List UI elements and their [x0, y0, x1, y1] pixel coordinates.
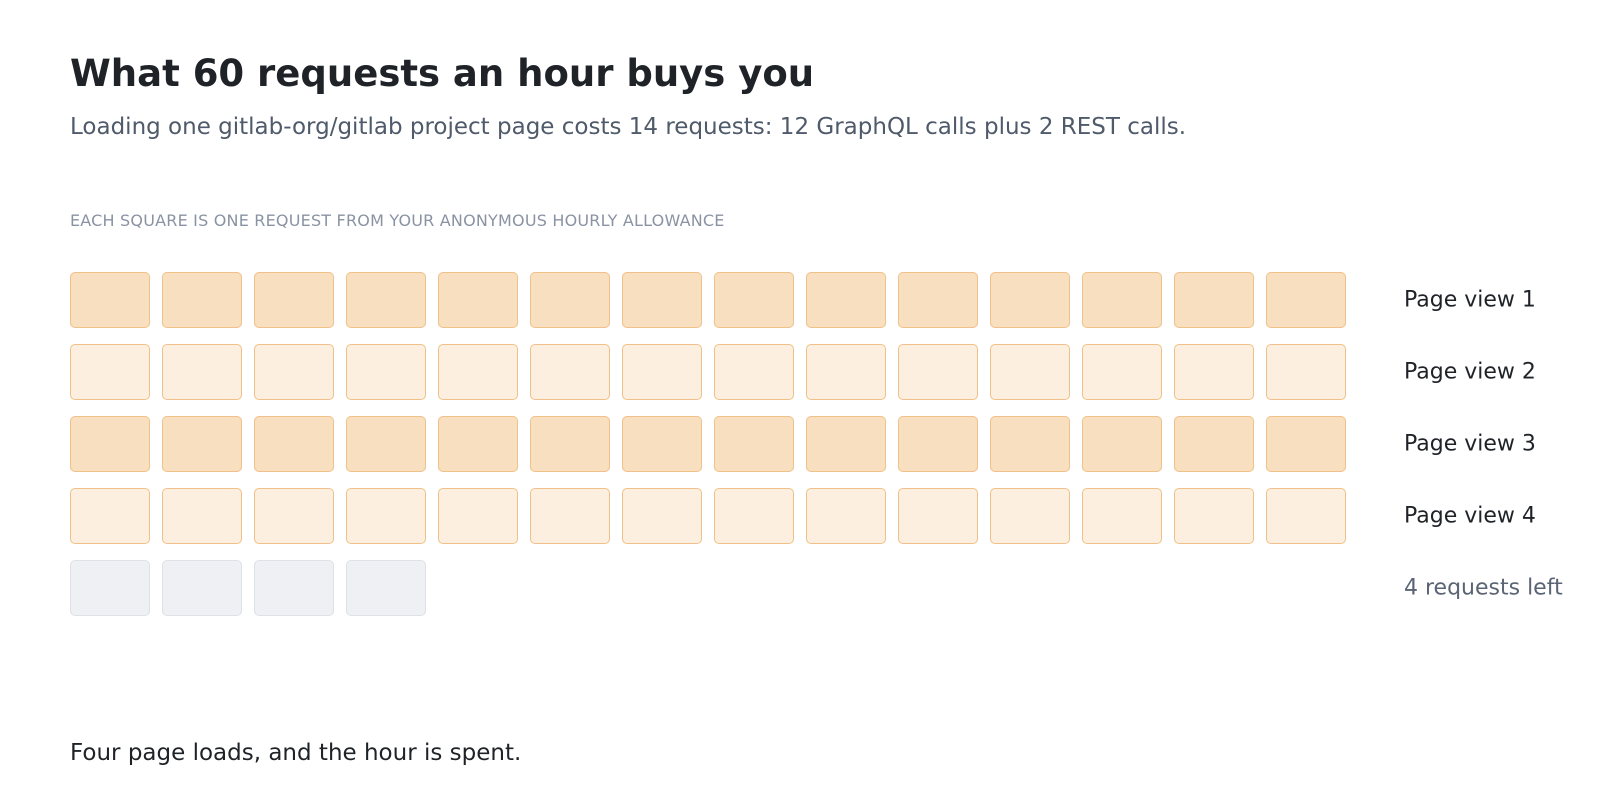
used-request-square — [898, 344, 978, 400]
remaining-request-square — [254, 560, 334, 616]
used-request-square — [622, 416, 702, 472]
used-request-square — [1174, 344, 1254, 400]
row-cells — [70, 488, 1374, 544]
used-request-square — [254, 488, 334, 544]
used-request-square — [254, 416, 334, 472]
used-request-square — [990, 488, 1070, 544]
page-subtitle: Loading one gitlab-org/gitlab project pa… — [70, 114, 1187, 140]
used-request-square — [898, 488, 978, 544]
used-request-square — [1266, 488, 1346, 544]
row-page-view-3: Page view 3 — [70, 416, 1536, 472]
used-request-square — [990, 272, 1070, 328]
used-request-square — [70, 272, 150, 328]
used-request-square — [714, 416, 794, 472]
row-page-view-1: Page view 1 — [70, 272, 1536, 328]
row-label: Page view 1 — [1404, 287, 1536, 313]
row-page-view-4: Page view 4 — [70, 488, 1536, 544]
row-cells — [70, 560, 1374, 616]
used-request-square — [162, 488, 242, 544]
used-request-square — [438, 344, 518, 400]
used-request-square — [346, 488, 426, 544]
used-request-square — [530, 488, 610, 544]
row-cells — [70, 344, 1374, 400]
summary-text: Four page loads, and the hour is spent. — [70, 740, 522, 766]
used-request-square — [70, 488, 150, 544]
remaining-request-square — [70, 560, 150, 616]
grid-caption: EACH SQUARE IS ONE REQUEST FROM YOUR ANO… — [70, 211, 725, 230]
used-request-square — [1174, 488, 1254, 544]
used-request-square — [1082, 344, 1162, 400]
row-remaining: 4 requests left — [70, 560, 1563, 616]
used-request-square — [622, 488, 702, 544]
used-request-square — [254, 344, 334, 400]
used-request-square — [714, 488, 794, 544]
used-request-square — [1082, 488, 1162, 544]
used-request-square — [714, 272, 794, 328]
used-request-square — [806, 488, 886, 544]
row-cells — [70, 416, 1374, 472]
used-request-square — [990, 344, 1070, 400]
used-request-square — [438, 488, 518, 544]
used-request-square — [346, 416, 426, 472]
used-request-square — [622, 272, 702, 328]
used-request-square — [1266, 272, 1346, 328]
used-request-square — [530, 344, 610, 400]
used-request-square — [1266, 416, 1346, 472]
used-request-square — [990, 416, 1070, 472]
row-label: Page view 3 — [1404, 431, 1536, 457]
used-request-square — [530, 272, 610, 328]
row-label: Page view 2 — [1404, 359, 1536, 385]
used-request-square — [70, 416, 150, 472]
used-request-square — [438, 416, 518, 472]
row-cells — [70, 272, 1374, 328]
row-page-view-2: Page view 2 — [70, 344, 1536, 400]
used-request-square — [714, 344, 794, 400]
request-grid: Page view 1 Page view 2 Page view 3 Page… — [70, 272, 1563, 632]
used-request-square — [622, 344, 702, 400]
used-request-square — [1174, 272, 1254, 328]
used-request-square — [806, 416, 886, 472]
remaining-request-square — [162, 560, 242, 616]
remaining-label: 4 requests left — [1404, 575, 1563, 601]
used-request-square — [898, 272, 978, 328]
used-request-square — [898, 416, 978, 472]
used-request-square — [70, 344, 150, 400]
used-request-square — [254, 272, 334, 328]
used-request-square — [1082, 416, 1162, 472]
remaining-request-square — [346, 560, 426, 616]
used-request-square — [806, 272, 886, 328]
page-title: What 60 requests an hour buys you — [70, 52, 815, 95]
row-label: Page view 4 — [1404, 503, 1536, 529]
used-request-square — [530, 416, 610, 472]
used-request-square — [162, 416, 242, 472]
used-request-square — [438, 272, 518, 328]
used-request-square — [162, 272, 242, 328]
used-request-square — [1266, 344, 1346, 400]
used-request-square — [346, 344, 426, 400]
used-request-square — [162, 344, 242, 400]
used-request-square — [1082, 272, 1162, 328]
used-request-square — [1174, 416, 1254, 472]
used-request-square — [346, 272, 426, 328]
used-request-square — [806, 344, 886, 400]
